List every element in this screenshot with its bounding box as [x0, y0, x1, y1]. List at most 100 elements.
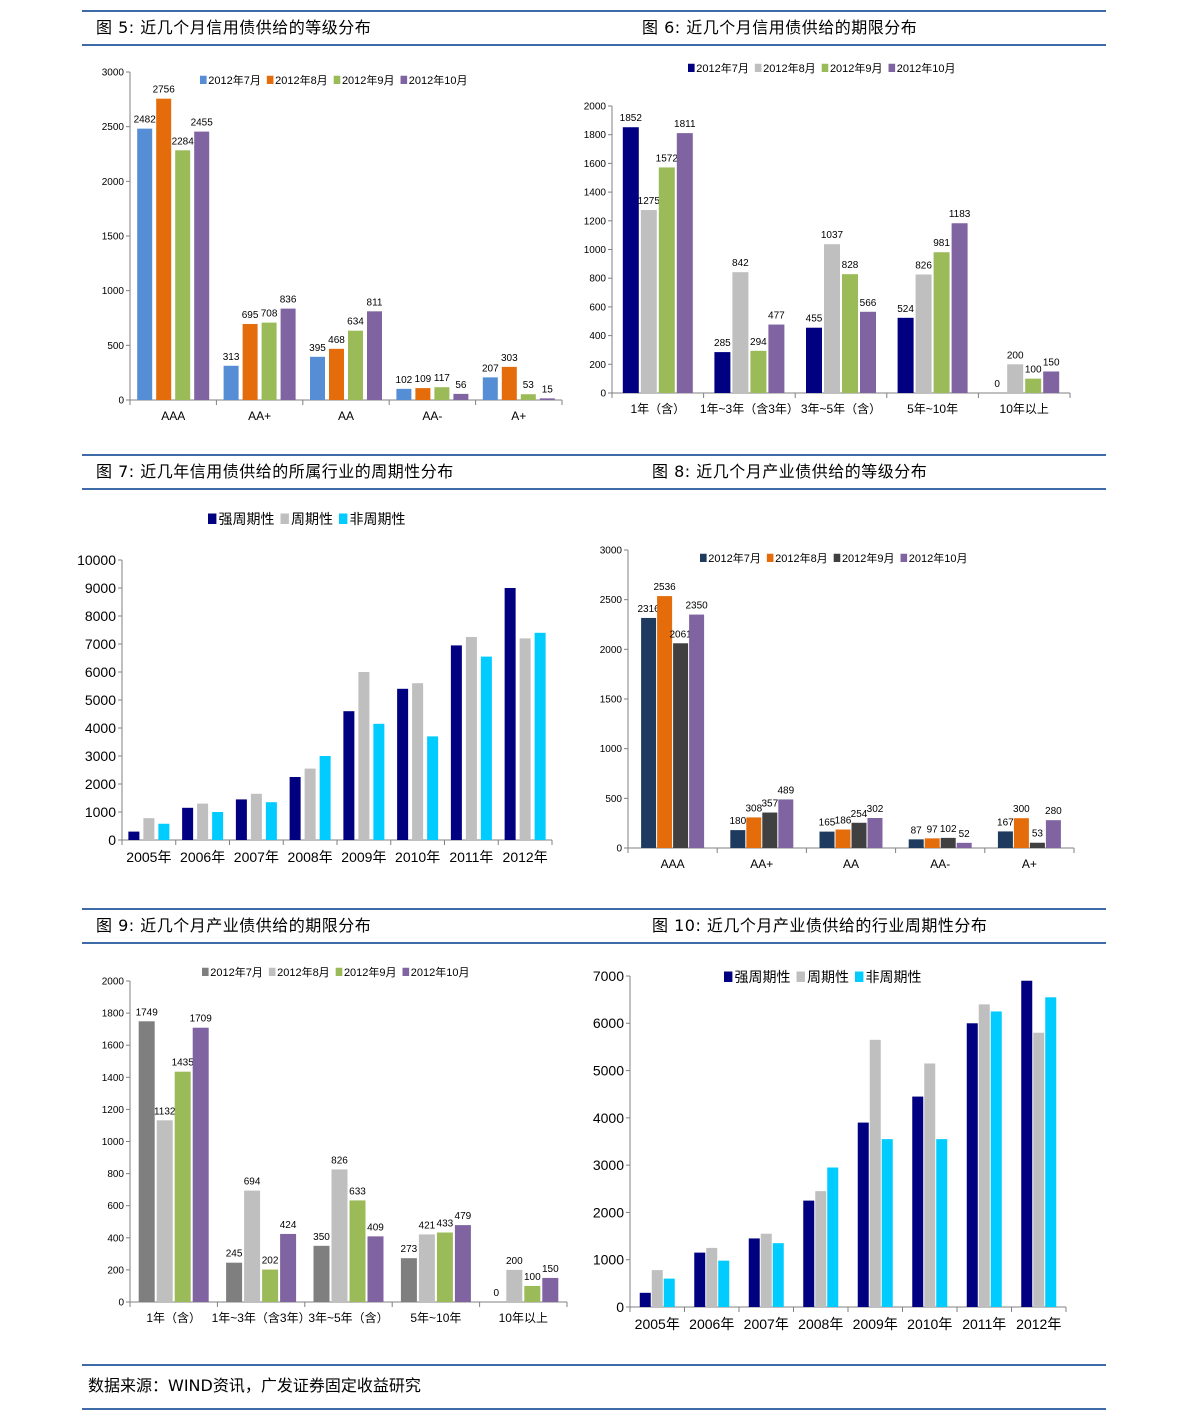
fig7-legend-swatch	[339, 513, 348, 524]
fig7-legend-label: 周期性	[291, 511, 333, 527]
fig9-y-tick-label: 600	[107, 1201, 124, 1212]
fig7-bar	[358, 672, 370, 840]
fig10-bar	[912, 1096, 924, 1307]
fig5-data-label: 2284	[172, 136, 195, 147]
fig8-bar	[851, 822, 867, 848]
fig10-bar	[966, 1023, 978, 1307]
fig10-category-label: 2005年	[635, 1316, 680, 1332]
fig6-legend-label: 2012年8月	[763, 61, 816, 75]
fig10-legend-label: 周期性	[807, 969, 849, 985]
fig8-data-label: 489	[777, 785, 794, 796]
fig5-legend-label: 2012年10月	[409, 73, 468, 87]
fig6-data-label: 828	[842, 260, 859, 271]
fig9-data-label: 350	[313, 1232, 330, 1243]
fig6-bar	[824, 244, 840, 393]
fig8-bar	[819, 831, 835, 848]
fig6-bar	[1025, 378, 1042, 393]
fig9-category-label: 3年~5年（含）	[308, 1310, 388, 1325]
fig9-y-tick-label: 1200	[102, 1105, 125, 1116]
fig9-bar	[226, 1262, 243, 1302]
fig5-data-label: 2455	[191, 118, 214, 129]
fig7-y-tick-label: 9000	[85, 580, 116, 596]
fig10-bar	[1033, 1032, 1045, 1307]
fig6-bar	[1043, 371, 1060, 393]
fig7-y-tick-label: 1000	[85, 804, 116, 820]
fig6-bar	[806, 327, 822, 393]
fig8-legend-swatch	[900, 553, 908, 562]
fig6-y-tick-label: 1800	[584, 130, 607, 141]
fig8-y-tick-label: 2000	[600, 645, 623, 656]
fig10-bar	[936, 1139, 948, 1307]
fig6-bar	[622, 127, 639, 393]
fig9-category-label: 5年~10年	[410, 1311, 461, 1325]
fig9-data-label: 150	[542, 1264, 559, 1275]
fig8-data-label: 300	[1013, 804, 1030, 815]
fig8-data-label: 2061	[669, 629, 692, 640]
fig8-data-label: 87	[911, 825, 923, 836]
fig5-bar	[137, 128, 153, 400]
fig7-category-label: 2012年	[503, 849, 548, 865]
fig5-legend-swatch	[266, 75, 274, 84]
fig6-legend-label: 2012年7月	[696, 61, 749, 75]
fig9-data-label: 433	[437, 1219, 454, 1230]
fig6-bar	[951, 223, 968, 393]
fig10-bar	[760, 1233, 772, 1307]
fig5-legend-label: 2012年7月	[208, 73, 261, 87]
fig5-data-label: 695	[242, 310, 259, 321]
fig7-bar	[319, 756, 331, 840]
fig5-bar	[396, 388, 412, 400]
fig6-data-label: 1037	[821, 230, 844, 241]
fig8-bar	[689, 614, 705, 848]
fig6-y-tick-label: 1400	[584, 188, 607, 199]
fig10-y-tick-label: 0	[616, 1299, 624, 1315]
fig7-y-tick-label: 6000	[85, 664, 116, 680]
fig9-bar	[542, 1277, 559, 1302]
fig7-category-label: 2005年	[126, 849, 171, 865]
fig8-data-label: 102	[940, 824, 957, 835]
fig7-bar	[212, 812, 224, 840]
fig10-legend-label: 非周期性	[866, 969, 922, 985]
fig7-y-tick-label: 2000	[85, 776, 116, 792]
fig6-y-tick-label: 1200	[584, 216, 607, 227]
fig9-bar	[418, 1234, 435, 1302]
fig8-bar	[730, 830, 746, 848]
fig8-legend-swatch	[833, 553, 841, 562]
fig6-legend-label: 2012年10月	[897, 61, 956, 75]
fig6-legend-swatch	[888, 63, 896, 72]
fig9-data-label: 100	[524, 1272, 541, 1283]
fig6-bar	[1007, 364, 1024, 393]
fig10-bar	[718, 1260, 730, 1307]
fig9-data-label: 424	[280, 1220, 297, 1231]
fig7-legend-label: 强周期性	[219, 511, 275, 527]
fig6-data-label: 524	[897, 304, 914, 315]
fig6-data-label: 981	[933, 238, 950, 249]
fig9-legend-swatch	[202, 967, 209, 976]
fig7-y-tick-label: 0	[108, 832, 116, 848]
fig6-category-label: 10年以上	[1000, 402, 1049, 416]
fig5-y-tick-label: 0	[118, 396, 124, 407]
fig10-bar	[857, 1122, 869, 1307]
fig8-bar	[867, 818, 883, 848]
fig5-bar	[434, 387, 450, 400]
fig9-data-label: 1132	[154, 1106, 176, 1117]
fig9-data-label: 1749	[136, 1007, 159, 1018]
fig9-bar	[262, 1269, 279, 1302]
fig8-legend-swatch	[700, 553, 707, 562]
fig10-y-tick-label: 2000	[593, 1204, 624, 1220]
fig9-data-label: 694	[244, 1177, 261, 1188]
fig8-data-label: 2350	[685, 601, 708, 612]
fig9-data-label: 1709	[190, 1014, 213, 1025]
fig8-category-label: AA	[843, 857, 859, 871]
fig5-bar	[223, 365, 239, 400]
fig5-bar	[367, 311, 382, 400]
fig5-bar	[520, 394, 536, 400]
fig8-data-label: 308	[745, 803, 762, 814]
fig5-data-label: 109	[415, 374, 432, 385]
fig9-y-tick-label: 1400	[102, 1073, 125, 1084]
fig5-data-label: 15	[542, 384, 554, 395]
fig7-bar	[534, 632, 546, 840]
fig5-bar	[261, 322, 277, 400]
